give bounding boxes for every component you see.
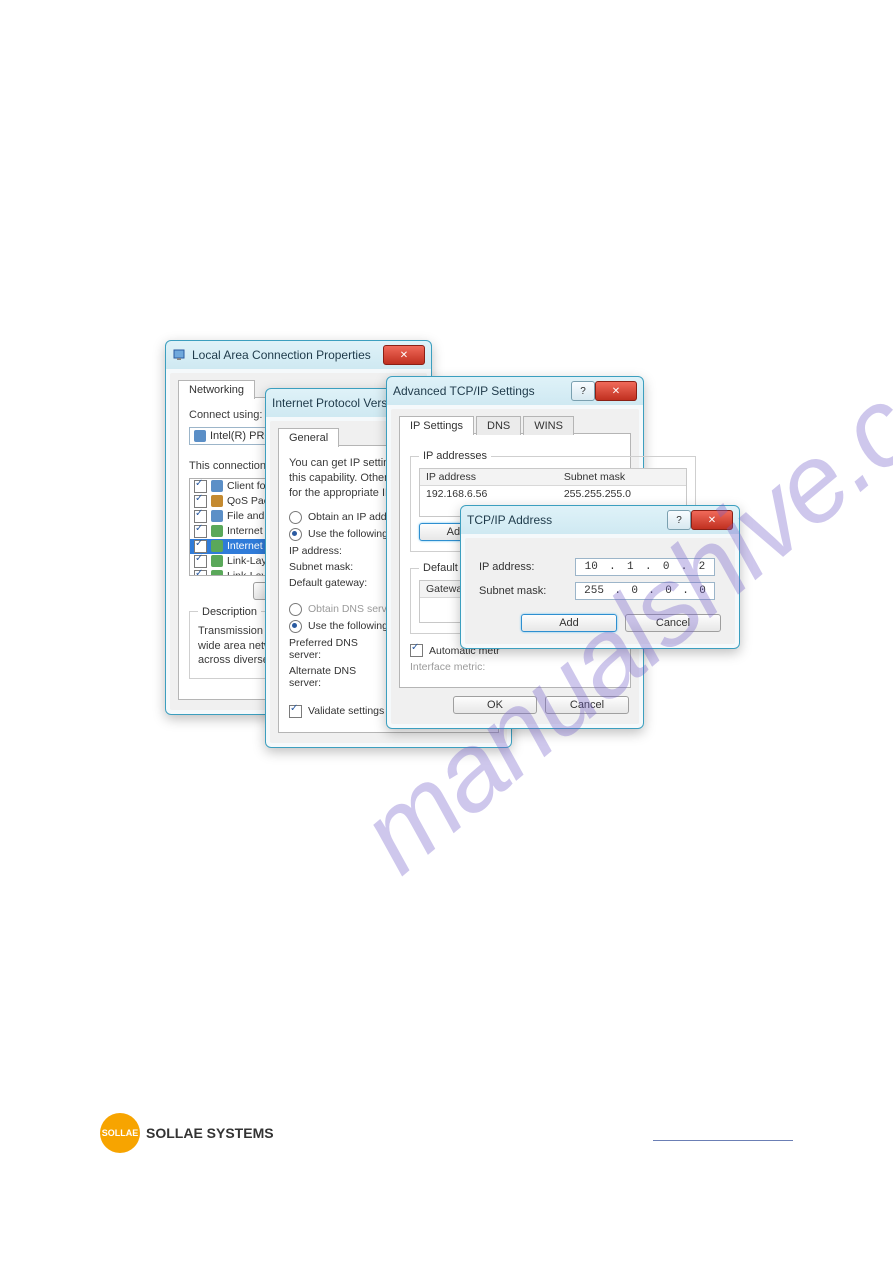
- tcpip-address-dialog: TCP/IP Address ? ✕ IP address: 10. 1. 0.…: [460, 505, 740, 649]
- checkbox-icon[interactable]: [194, 510, 207, 523]
- cancel-button[interactable]: Cancel: [545, 696, 629, 714]
- default-gateway-label: Default gateway:: [289, 577, 385, 589]
- cell-ip: 192.168.6.56: [420, 486, 558, 502]
- interface-metric-label: Interface metric:: [410, 661, 506, 673]
- checkbox-icon[interactable]: [194, 540, 207, 553]
- help-icon[interactable]: ?: [571, 381, 595, 401]
- ip-address-label: IP address:: [479, 561, 575, 573]
- ok-button[interactable]: OK: [453, 696, 537, 714]
- ip-addresses-legend: IP addresses: [419, 450, 491, 462]
- page-footer: SOLLAE SOLLAE SYSTEMS: [100, 1113, 274, 1153]
- component-icon: [211, 555, 223, 567]
- sollae-logo-icon: SOLLAE: [100, 1113, 140, 1153]
- description-legend: Description: [198, 606, 261, 618]
- adv-titlebar[interactable]: Advanced TCP/IP Settings ? ✕: [387, 377, 643, 405]
- subnet-mask-input[interactable]: 255. 0. 0. 0: [575, 582, 715, 600]
- component-icon: [211, 540, 223, 552]
- ip-octet[interactable]: 0: [631, 585, 638, 597]
- network-icon: [172, 348, 186, 362]
- add-button[interactable]: Add: [521, 614, 617, 632]
- tab-ip-settings[interactable]: IP Settings: [399, 416, 474, 435]
- radio-icon[interactable]: [289, 528, 302, 541]
- radio-icon[interactable]: [289, 511, 302, 524]
- tab-wins[interactable]: WINS: [523, 416, 574, 435]
- lacp-title: Local Area Connection Properties: [192, 348, 371, 362]
- tab-general[interactable]: General: [278, 428, 339, 447]
- component-icon: [211, 525, 223, 537]
- preferred-dns-label: Preferred DNS server:: [289, 637, 385, 661]
- component-icon: [211, 570, 223, 576]
- checkbox-icon[interactable]: [194, 525, 207, 538]
- close-icon[interactable]: ✕: [691, 510, 733, 530]
- checkbox-icon[interactable]: [194, 555, 207, 568]
- checkbox-icon[interactable]: [194, 495, 207, 508]
- alternate-dns-label: Alternate DNS server:: [289, 665, 385, 689]
- cancel-button[interactable]: Cancel: [625, 614, 721, 632]
- component-icon: [211, 480, 223, 492]
- footer-divider: [653, 1140, 793, 1141]
- lacp-titlebar[interactable]: Local Area Connection Properties ✕: [166, 341, 431, 369]
- checkbox-icon[interactable]: [194, 570, 207, 576]
- col-subnet-mask: Subnet mask: [558, 469, 686, 485]
- radio-icon[interactable]: [289, 620, 302, 633]
- table-row[interactable]: 192.168.6.56 255.255.255.0: [420, 486, 686, 502]
- subnet-mask-label: Subnet mask:: [289, 561, 385, 573]
- adv-title: Advanced TCP/IP Settings: [393, 384, 535, 398]
- checkbox-icon[interactable]: [289, 705, 302, 718]
- tab-networking[interactable]: Networking: [178, 380, 255, 399]
- ip-address-label: IP address:: [289, 545, 385, 557]
- close-icon[interactable]: ✕: [383, 345, 425, 365]
- help-icon[interactable]: ?: [667, 510, 691, 530]
- cell-mask: 255.255.255.0: [558, 486, 686, 502]
- component-icon: [211, 510, 223, 522]
- tab-dns[interactable]: DNS: [476, 416, 521, 435]
- ip-octet[interactable]: 0: [665, 585, 672, 597]
- checkbox-icon[interactable]: [410, 644, 423, 657]
- adapter-icon: [194, 430, 206, 442]
- col-ip-address: IP address: [420, 469, 558, 485]
- ip-octet[interactable]: 1: [627, 561, 634, 573]
- close-icon[interactable]: ✕: [595, 381, 637, 401]
- ip-octet[interactable]: 0: [699, 585, 706, 597]
- addr-titlebar[interactable]: TCP/IP Address ? ✕: [461, 506, 739, 534]
- subnet-mask-label: Subnet mask:: [479, 585, 575, 597]
- ip-octet[interactable]: 2: [699, 561, 706, 573]
- checkbox-icon[interactable]: [194, 480, 207, 493]
- radio-icon: [289, 603, 302, 616]
- component-icon: [211, 495, 223, 507]
- addr-title: TCP/IP Address: [467, 513, 552, 527]
- footer-brand: SOLLAE SYSTEMS: [146, 1125, 274, 1141]
- ip-octet[interactable]: 0: [663, 561, 670, 573]
- ip-octet[interactable]: 255: [584, 585, 604, 597]
- ip-address-input[interactable]: 10. 1. 0. 2: [575, 558, 715, 576]
- ip-octet[interactable]: 10: [585, 561, 598, 573]
